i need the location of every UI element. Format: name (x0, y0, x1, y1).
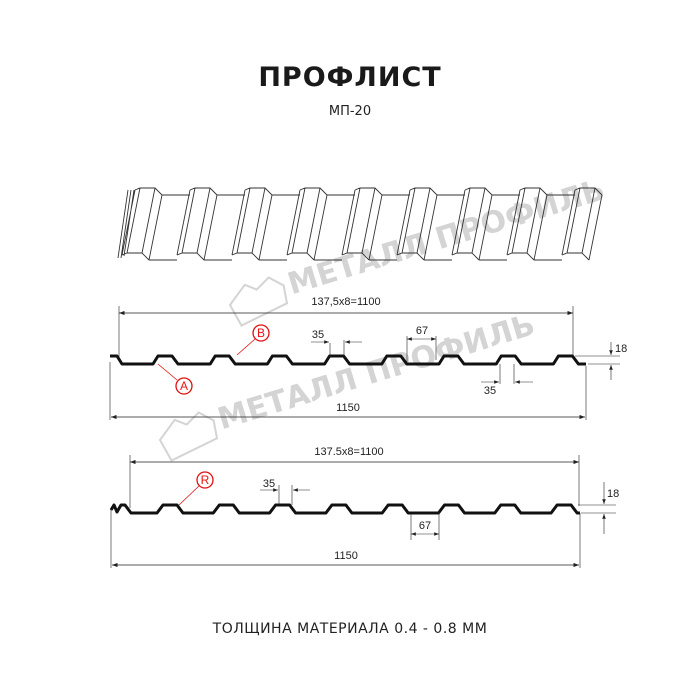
top-width-label: 35 (263, 478, 275, 490)
top-width-label: 35 (312, 329, 324, 341)
svg-text:B: B (257, 326, 265, 340)
profile-section-a: 137,5x8=1100 1150 35 67 35 18 B (109, 296, 627, 420)
marker-r (196, 471, 214, 489)
svg-text:A: A (180, 379, 188, 393)
profile-3d-outline (117, 187, 603, 261)
height-label: 18 (615, 343, 627, 355)
pitch-label: 137,5x8=1100 (311, 296, 380, 308)
rib-base-label: 67 (416, 325, 428, 337)
rib-base-label: 67 (419, 520, 431, 532)
bottom-width-label: 35 (484, 385, 496, 397)
profile-model: МП-20 (328, 104, 372, 119)
svg-text:МЕТАЛЛ ПРОФИЛЬ: МЕТАЛЛ ПРОФИЛЬ (284, 172, 609, 302)
profile-line (109, 503, 580, 515)
pitch-label: 137.5x8=1100 (314, 446, 383, 458)
total-width-label: 1150 (336, 402, 360, 414)
profile-section-r: 137.5x8=1100 1150 35 67 18 R (109, 446, 619, 568)
marker-b (252, 324, 270, 342)
marker-a (175, 377, 193, 395)
profile-line (110, 354, 586, 366)
profile-3d-view (117, 187, 603, 261)
total-width-label: 1150 (334, 550, 358, 562)
material-thickness: ТОЛЩИНА МАТЕРИАЛА 0.4 - 0.8 ММ (212, 621, 488, 637)
height-label: 18 (607, 488, 619, 500)
svg-text:R: R (201, 473, 210, 487)
page-title: ПРОФЛИСТ (258, 62, 442, 93)
